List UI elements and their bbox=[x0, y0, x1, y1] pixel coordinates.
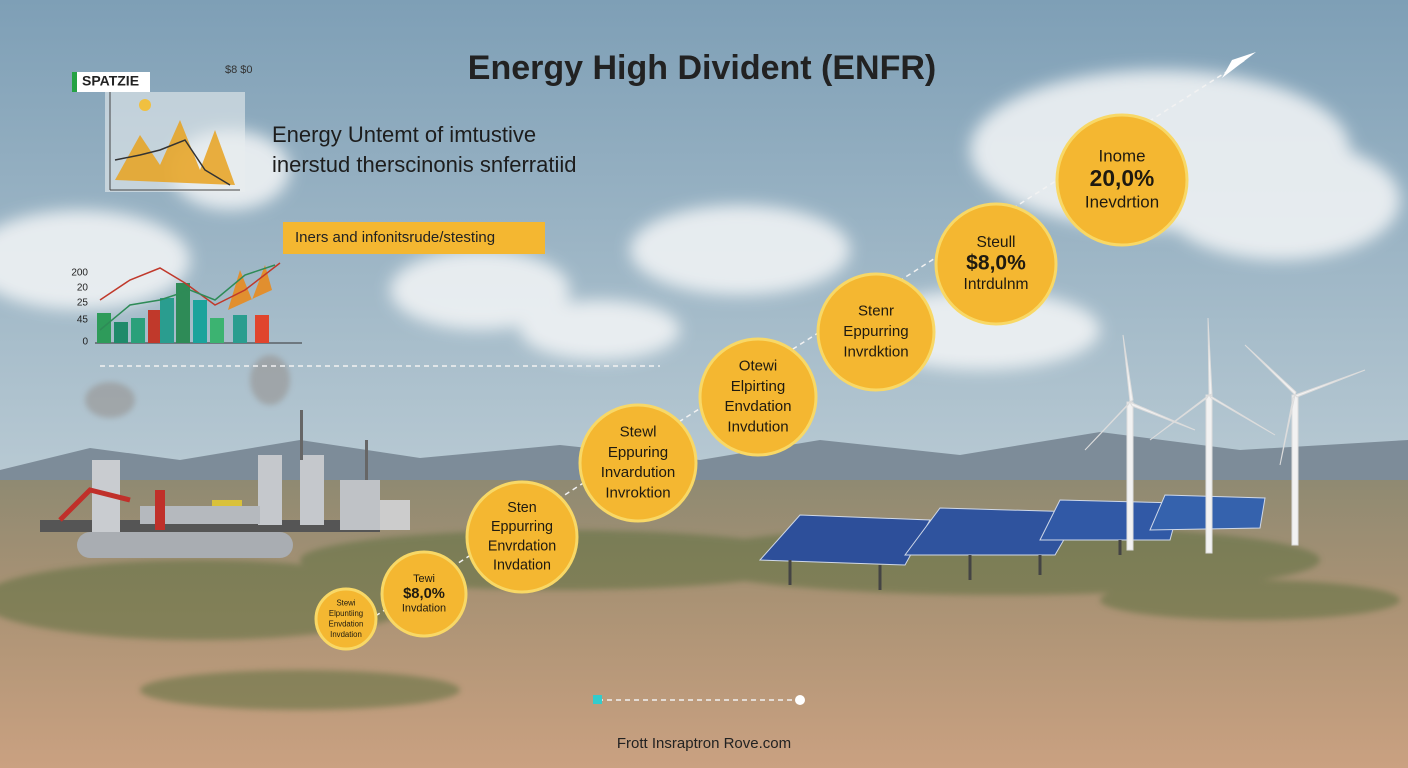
milestone-text: Envdation bbox=[329, 619, 364, 628]
milestone-text: Invdution bbox=[727, 419, 788, 436]
title: Energy High Divident (ENFR) bbox=[468, 49, 936, 87]
milestone-circle bbox=[1055, 113, 1189, 247]
milestone-text: Otewi bbox=[739, 357, 778, 374]
milestone-circle bbox=[578, 403, 698, 523]
mini-axis: 200 20 25 45 0 bbox=[71, 268, 88, 348]
milestone-text: Stewi bbox=[336, 598, 355, 607]
subtitle: Energy Untemt of imtustive bbox=[272, 122, 536, 147]
footer: Frott Insraptron Rove.com bbox=[617, 735, 791, 752]
corner-label: $8 $0 bbox=[225, 64, 253, 76]
milestones: StewiElpuntiingEnvdationInvdationTewi$8,… bbox=[314, 113, 1189, 651]
milestone-text: Elpirting bbox=[731, 378, 785, 395]
milestone-text: Eppuring bbox=[608, 444, 668, 461]
badge-box bbox=[72, 72, 150, 92]
axis-label: 20 bbox=[77, 283, 89, 294]
factory bbox=[40, 355, 410, 558]
axis-label: 45 bbox=[77, 315, 89, 326]
subtitle: inerstud therscinonis snferratiid bbox=[272, 152, 576, 177]
axis-label: 200 bbox=[71, 268, 88, 279]
axis-label: 0 bbox=[82, 337, 88, 348]
milestone-text: Stewl bbox=[620, 423, 657, 440]
milestone-circle bbox=[314, 587, 378, 651]
milestone-text: Elpuntiing bbox=[329, 609, 363, 618]
milestone-text: $8,0% bbox=[403, 586, 445, 602]
milestone-text: Invdation bbox=[493, 558, 551, 574]
arrow-end bbox=[795, 695, 805, 705]
milestone-text: Steull bbox=[976, 234, 1015, 251]
milestone-text: Invrdktion bbox=[843, 343, 908, 360]
milestone-text: Eppurring bbox=[843, 323, 908, 340]
solar-panels bbox=[758, 494, 1266, 590]
milestone-text: Envrdation bbox=[488, 538, 556, 554]
mini-chart-top bbox=[105, 92, 245, 192]
milestone-text: Intrdulnm bbox=[963, 276, 1028, 293]
milestone-text: Sten bbox=[507, 500, 536, 516]
milestone-text: Invroktion bbox=[605, 485, 670, 502]
milestone-text: Invardution bbox=[601, 464, 676, 481]
milestone-text: Inome bbox=[1099, 147, 1146, 166]
milestone-text: Tewi bbox=[413, 573, 435, 585]
milestone-text: Invdation bbox=[330, 630, 362, 639]
milestone-text: $8,0% bbox=[966, 252, 1026, 275]
axis-label: 25 bbox=[77, 298, 89, 309]
milestone-circle bbox=[380, 550, 468, 638]
wind-turbines bbox=[1084, 317, 1366, 554]
milestone-circle bbox=[465, 480, 579, 594]
tag: Iners and infonitsrude/stesting bbox=[295, 229, 495, 246]
badge-accent bbox=[72, 72, 77, 92]
milestone-text: 20,0% bbox=[1090, 165, 1155, 191]
milestone-circle bbox=[816, 272, 936, 392]
milestone-text: Inevdrtion bbox=[1085, 192, 1159, 211]
milestone-circle bbox=[934, 202, 1058, 326]
arrow-head bbox=[1222, 52, 1256, 78]
arrow-start bbox=[593, 695, 602, 704]
milestone-text: Stenr bbox=[858, 303, 894, 320]
mini-chart bbox=[95, 262, 302, 344]
tag-box bbox=[283, 222, 545, 254]
milestone-circle bbox=[698, 337, 818, 457]
badge: SPATZIE bbox=[82, 73, 139, 89]
milestone-text: Invdation bbox=[402, 603, 446, 615]
milestone-text: Envdation bbox=[724, 398, 791, 415]
milestone-text: Eppurring bbox=[491, 519, 553, 535]
